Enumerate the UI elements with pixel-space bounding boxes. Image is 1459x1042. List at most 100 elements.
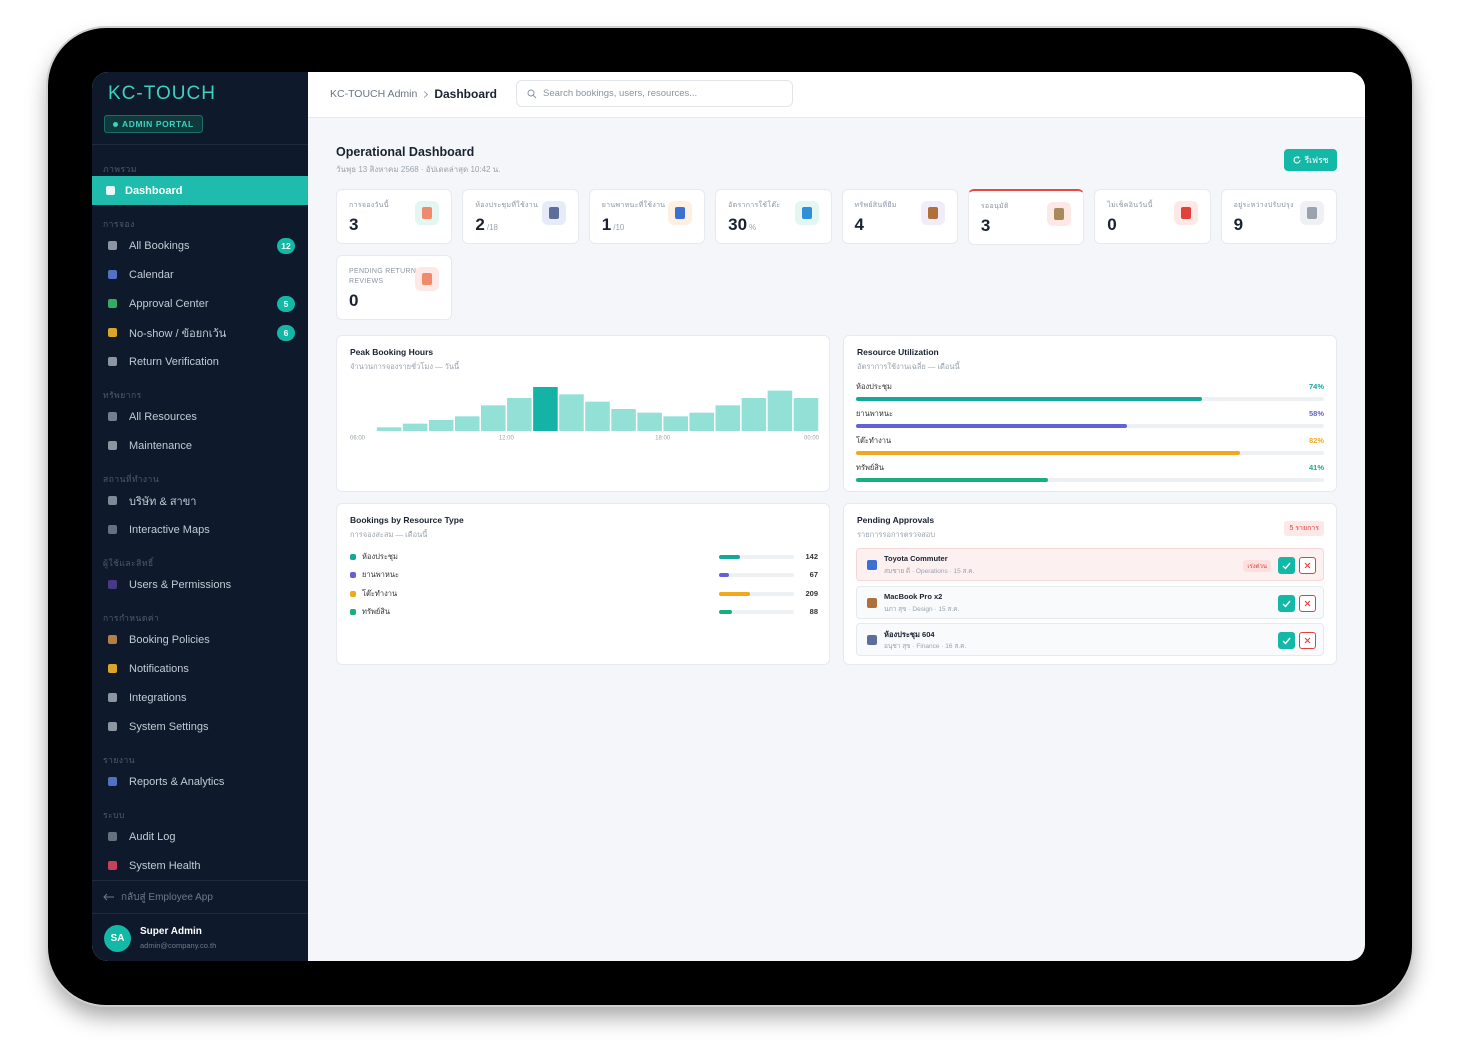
nav-icon xyxy=(106,186,115,195)
nav-item[interactable]: All Resources xyxy=(92,402,308,431)
stat-icon xyxy=(541,201,566,225)
nav-section-label: การกำหนดค่า xyxy=(103,613,160,623)
nav-item[interactable]: System Health xyxy=(92,851,308,880)
nav-label: Users & Permissions xyxy=(129,578,232,591)
bookings-panel: Bookings by Resource Type การจองสะสม — เ… xyxy=(336,503,830,665)
booking-value: 67 xyxy=(809,570,818,580)
stat-value-row: 2/18 xyxy=(475,215,567,235)
nav-item[interactable]: Notifications xyxy=(92,654,308,683)
user-email: admin@company.co.th xyxy=(140,941,217,950)
stat-card: ไม่เช็คอินวันนี้ 0 xyxy=(1094,189,1211,244)
back-link[interactable]: กลับสู่ Employee App xyxy=(92,880,308,914)
approve-button[interactable] xyxy=(1278,632,1295,649)
stat-value-row: 3 xyxy=(981,216,1073,236)
stat-icon xyxy=(415,201,440,225)
util-bar xyxy=(856,397,1203,401)
booking-bar xyxy=(719,609,733,614)
nav-icon xyxy=(108,664,117,673)
nav-item[interactable]: Integrations xyxy=(92,683,308,712)
refresh-icon-path xyxy=(1293,156,1301,164)
booking-track xyxy=(719,555,794,559)
stat-value: 3 xyxy=(349,215,359,234)
stat-value-row: 3 xyxy=(349,215,441,235)
nav-item[interactable]: Return Verification xyxy=(92,347,308,376)
nav-label: Audit Log xyxy=(129,830,176,843)
stat-value: 9 xyxy=(1233,215,1244,234)
nav-item[interactable]: บริษัท & สาขา xyxy=(92,486,308,515)
stat-icon-glyph xyxy=(422,207,433,219)
stat-value: 30 xyxy=(728,215,748,234)
nav-label: Dashboard xyxy=(125,184,183,197)
stat-icon-glyph xyxy=(422,273,433,285)
search-placeholder: Search bookings, users, resources... xyxy=(543,88,698,99)
stat-icon xyxy=(415,267,440,291)
nav-item[interactable]: Approval Center 5 xyxy=(92,289,308,318)
stat-card: ยานพาหนะที่ใช้งาน 1/10 xyxy=(588,189,706,244)
back-arrow-path xyxy=(103,893,114,901)
nav-item[interactable]: Audit Log xyxy=(92,822,308,851)
stat-icon-glyph xyxy=(1307,207,1317,219)
nav-label: Interactive Maps xyxy=(129,523,210,536)
nav-icon xyxy=(108,496,117,505)
nav-label: No-show / ข้อยกเว้น xyxy=(129,327,227,340)
reject-button[interactable] xyxy=(1299,594,1316,612)
peak-x-label: 00:00 xyxy=(804,436,820,442)
stat-value-row: 9 xyxy=(1234,215,1326,235)
nav-item[interactable]: All Bookings 12 xyxy=(92,231,308,260)
approve-icon xyxy=(1282,637,1291,645)
nav-section-label: ระบบ xyxy=(103,810,125,820)
nav-item[interactable]: Maintenance xyxy=(92,431,308,460)
stat-value-row: 4 xyxy=(855,215,947,235)
nav-icon xyxy=(108,722,117,731)
peak-bar xyxy=(376,427,402,431)
peak-chart: 06:00 12:00 18:00 00:00 xyxy=(350,387,820,442)
booking-label: ยานพาหนะ xyxy=(362,570,399,580)
nav-icon xyxy=(108,580,117,589)
nav-badge: 12 xyxy=(277,237,295,254)
util-track xyxy=(856,478,1324,482)
approve-button[interactable] xyxy=(1278,594,1295,612)
booking-label: ทรัพย์สิน xyxy=(362,606,391,616)
stat-value-row: 0 xyxy=(349,291,441,311)
reject-button[interactable] xyxy=(1299,632,1316,649)
approval-icon xyxy=(867,560,877,570)
booking-value: 209 xyxy=(805,588,818,598)
nav-label: All Resources xyxy=(129,410,197,423)
reject-button[interactable] xyxy=(1299,557,1316,574)
util-value-label: 41% xyxy=(1308,463,1324,472)
breadcrumb-root[interactable]: KC-TOUCH Admin xyxy=(330,88,418,100)
nav-item[interactable]: System Settings xyxy=(92,712,308,741)
panel-title: Bookings by Resource Type xyxy=(350,515,464,525)
approve-button[interactable] xyxy=(1278,557,1295,574)
nav-label: System Settings xyxy=(129,720,209,733)
stat-icon-glyph xyxy=(801,207,812,219)
nav-item[interactable]: Dashboard xyxy=(92,176,308,205)
nav-item[interactable]: Interactive Maps xyxy=(92,515,308,544)
stat-label: การจองวันนี้ xyxy=(349,202,389,209)
stat-icon-glyph xyxy=(1054,208,1065,220)
util-bar xyxy=(856,478,1048,482)
stat-label: อัตราการใช้โต๊ะ xyxy=(728,202,781,209)
stat-label: ไม่เช็คอินวันนี้ xyxy=(1107,202,1153,209)
stat-suffix: /10 xyxy=(613,223,625,232)
stat-grid: การจองวันนี้ 3 ห้องประชุมที่ใช้งาน 2/18 ยานพ… xyxy=(336,189,1337,320)
booking-label: ห้องประชุม xyxy=(362,552,398,561)
stat-icon xyxy=(1300,201,1324,225)
content: Operational Dashboard วันพุธ 13 สิงหาคม … xyxy=(308,118,1365,961)
device-frame: KC-TOUCH ADMIN PORTAL ภาพรวม Dashboard การ… xyxy=(48,28,1412,1005)
approval-meta: สมชาย ดี · Operations · 15 ส.ค. xyxy=(884,568,975,575)
refresh-button[interactable]: รีเฟรช xyxy=(1284,149,1337,171)
nav-icon xyxy=(108,693,117,702)
peak-x-label: 12:00 xyxy=(499,436,515,442)
nav-item[interactable]: Reports & Analytics xyxy=(92,767,308,796)
stat-icon-glyph xyxy=(675,207,686,219)
search-box[interactable]: Search bookings, users, resources... xyxy=(516,80,793,107)
approval-icon xyxy=(867,635,877,645)
nav-item[interactable]: Booking Policies xyxy=(92,625,308,654)
approval-icon xyxy=(867,597,877,608)
util-label: ห้องประชุม xyxy=(856,382,892,391)
approval-item: ห้องประชุม 604 อนุชา สุข · Finance · 16 ส… xyxy=(856,623,1324,656)
nav-item[interactable]: No-show / ข้อยกเว้น 6 xyxy=(92,318,308,347)
nav-item[interactable]: Calendar xyxy=(92,260,308,289)
nav-item[interactable]: Users & Permissions xyxy=(92,570,308,599)
